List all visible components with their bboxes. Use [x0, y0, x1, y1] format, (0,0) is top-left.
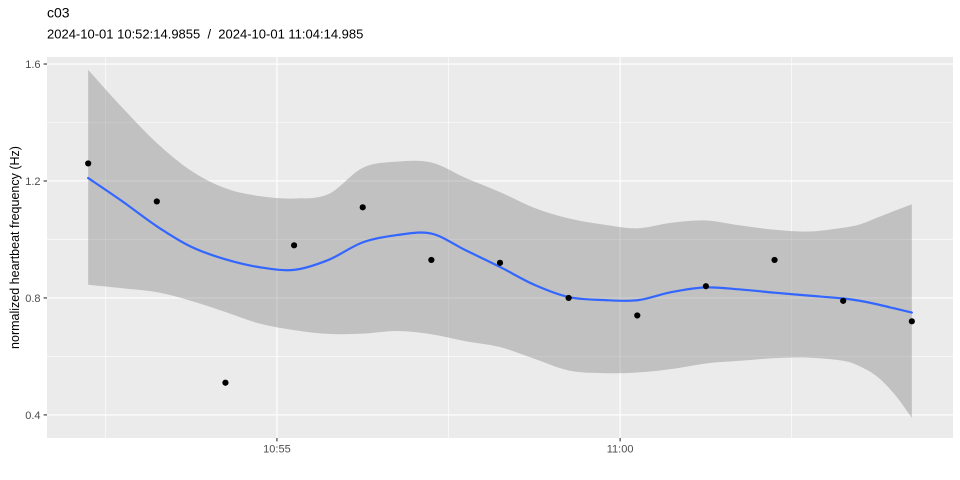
data-point — [496, 259, 504, 266]
data-point — [290, 242, 298, 249]
data-point — [771, 256, 778, 264]
data-point — [702, 283, 710, 290]
data-point — [153, 198, 160, 205]
data-point — [85, 160, 92, 167]
panel-background — [47, 57, 953, 438]
data-point — [428, 256, 435, 264]
data-point — [359, 204, 366, 211]
y-tick-label: 0.8 — [25, 293, 40, 305]
page-title: c03 — [47, 5, 70, 21]
data-point — [634, 312, 641, 319]
data-point — [908, 318, 915, 325]
x-tick-label: 10:55 — [263, 444, 291, 456]
data-point — [222, 379, 229, 386]
chart-subtitle: 2024-10-01 10:52:14.9855 / 2024-10-01 11… — [47, 27, 363, 42]
y-tick-label: 1.2 — [25, 176, 40, 188]
x-tick-label: 11:00 — [607, 444, 634, 456]
data-point — [565, 294, 572, 302]
y-tick-label: 1.6 — [25, 59, 40, 71]
data-point — [840, 297, 847, 304]
confidence-band — [88, 69, 912, 418]
y-axis-title: normalized heartbeat frequency (Hz) — [8, 146, 22, 349]
y-tick-label: 0.4 — [25, 410, 40, 422]
smooth-line — [87, 176, 913, 314]
plot-panel: 10:55 11:00 0.4 0.8 1.2 1.6 — [25, 57, 953, 456]
